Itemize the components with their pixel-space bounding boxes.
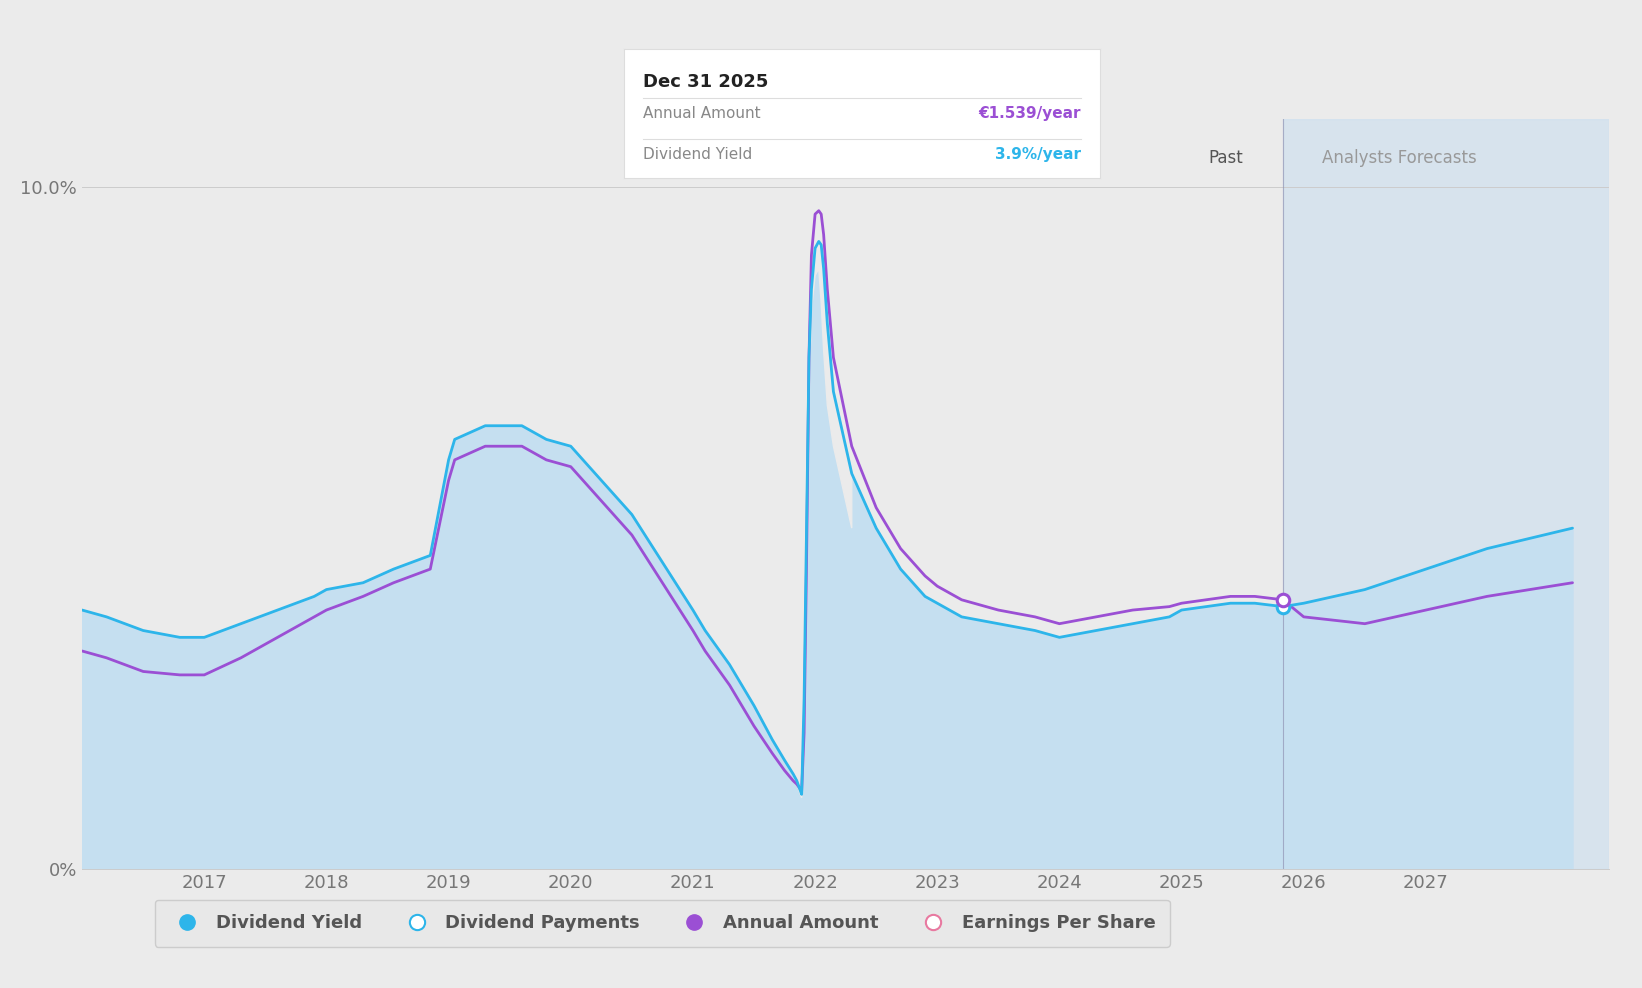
Polygon shape: [793, 241, 852, 797]
Text: Dec 31 2025: Dec 31 2025: [644, 72, 768, 91]
Legend: Dividend Yield, Dividend Payments, Annual Amount, Earnings Per Share: Dividend Yield, Dividend Payments, Annua…: [154, 900, 1169, 947]
Text: 3.9%/year: 3.9%/year: [995, 147, 1080, 162]
Text: Analysts Forecasts: Analysts Forecasts: [1322, 149, 1476, 167]
Text: Annual Amount: Annual Amount: [644, 106, 760, 121]
Text: Past: Past: [1209, 149, 1243, 167]
Text: Dividend Yield: Dividend Yield: [644, 147, 752, 162]
Text: €1.539/year: €1.539/year: [979, 106, 1080, 121]
Bar: [1282, 119, 1609, 869]
